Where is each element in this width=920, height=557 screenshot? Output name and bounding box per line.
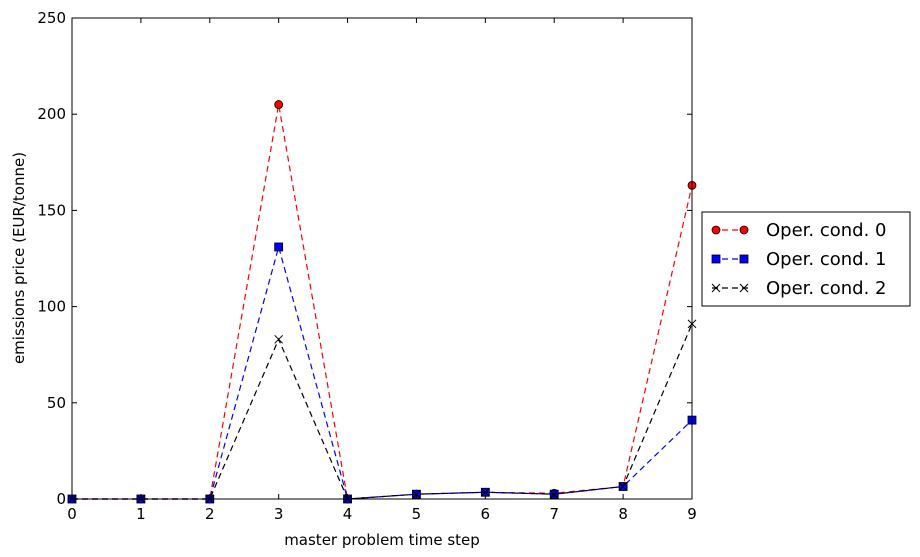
x-marker-stroke bbox=[274, 334, 284, 344]
legend-label: Oper. cond. 2 bbox=[766, 278, 887, 299]
y-tick-label: 0 bbox=[56, 490, 66, 508]
x-tick-label: 5 bbox=[412, 505, 422, 523]
series-line-1 bbox=[72, 244, 693, 500]
plot-frame bbox=[71, 17, 693, 500]
data-point bbox=[274, 100, 284, 109]
legend-marker bbox=[739, 283, 749, 293]
y-tick-label: 150 bbox=[37, 201, 66, 219]
legend-marker bbox=[711, 225, 721, 235]
legend-marker bbox=[739, 254, 749, 264]
x-axis-label: master problem time step bbox=[284, 531, 480, 549]
x-tick-label: 7 bbox=[549, 505, 559, 523]
legend-label: Oper. cond. 0 bbox=[766, 220, 887, 241]
x-tick-label: 0 bbox=[67, 505, 77, 523]
x-marker-stroke bbox=[618, 482, 628, 491]
legend: Oper. cond. 0 Oper. cond. 1 Oper. cond. 2 bbox=[701, 211, 911, 307]
legend-label: Oper. cond. 1 bbox=[766, 249, 887, 270]
x-tick-label: 9 bbox=[687, 505, 697, 523]
x-marker-stroke bbox=[480, 487, 490, 497]
series-line-0 bbox=[72, 104, 693, 500]
series-line-2 bbox=[72, 323, 693, 500]
x-tick-label: 2 bbox=[205, 505, 215, 523]
y-tick-label: 200 bbox=[37, 105, 66, 123]
legend-marker bbox=[711, 254, 721, 264]
data-point bbox=[480, 487, 490, 497]
legend-marker bbox=[739, 225, 749, 235]
data-point bbox=[274, 334, 284, 344]
x-marker-stroke bbox=[711, 283, 721, 293]
series-layer bbox=[67, 100, 697, 504]
x-tick-label: 3 bbox=[274, 505, 284, 523]
data-point bbox=[618, 482, 628, 491]
legend-marker bbox=[711, 283, 721, 293]
x-tick-label: 6 bbox=[481, 505, 491, 523]
y-tick-label: 100 bbox=[37, 298, 66, 316]
x-marker-stroke bbox=[739, 283, 749, 293]
x-tick-label: 4 bbox=[343, 505, 353, 523]
tick-layer: 0 1 2 3 4 5 6 7 8 9 0 50 100 150 200 250 bbox=[37, 9, 696, 523]
y-tick-label: 50 bbox=[47, 394, 66, 412]
x-tick-label: 8 bbox=[618, 505, 628, 523]
y-axis-label: emissions price (EUR/tonne) bbox=[10, 152, 28, 364]
x-tick-label: 1 bbox=[136, 505, 146, 523]
y-tick-label: 250 bbox=[37, 9, 66, 27]
data-point bbox=[274, 242, 284, 252]
